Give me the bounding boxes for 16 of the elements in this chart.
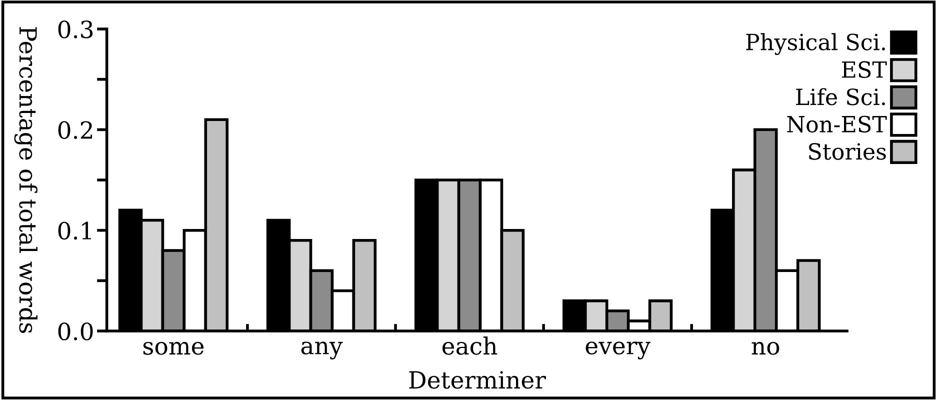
y-tick-label: 0.1: [58, 222, 91, 240]
x-tick-label: each: [442, 336, 498, 355]
legend-label: EST: [842, 61, 887, 78]
y-tick-label: 0.2: [58, 121, 92, 139]
legend-label: Physical Sci.: [746, 33, 885, 56]
y-axis-title: Percentage of total words: [14, 27, 38, 333]
legend-label: Non-EST: [787, 116, 887, 133]
y-tick-label: 0.0: [58, 322, 93, 340]
x-tick-label: some: [143, 342, 204, 355]
y-tick-label: 0.3: [58, 20, 93, 38]
x-tick-label: no: [752, 342, 780, 355]
legend-label: Stories: [809, 143, 886, 160]
x-tick-label: every: [586, 342, 650, 360]
legend-label: Life Sci.: [796, 88, 885, 106]
x-axis-title: Determiner: [409, 371, 546, 389]
x-tick-label: any: [301, 342, 343, 360]
